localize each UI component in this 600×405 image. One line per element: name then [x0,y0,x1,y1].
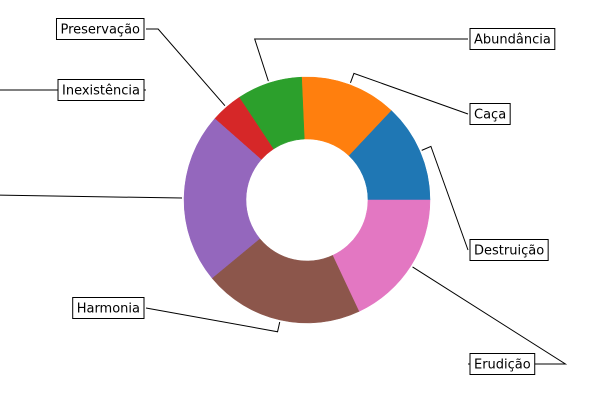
label-box-erudicao [469,353,536,375]
label-harmonia: Harmonia [77,302,140,317]
connector-erudicao [412,266,568,365]
slices-group [183,76,431,324]
label-abundancia: Abundância [474,33,551,48]
label-inexistencia: Inexistência [62,84,140,99]
label-preservacao: Preservação [60,23,140,38]
slice-harmonia [211,238,360,324]
connector-inexistencia [0,89,183,199]
label-box-preservacao [55,18,145,40]
label-erudicao: Erudição [474,358,531,373]
connector-caca [349,72,469,115]
label-box-inexistencia [57,79,145,101]
label-destruicao: Destruição [474,244,544,259]
connector-abundancia [253,38,468,82]
slice-inexistencia [183,118,262,279]
label-caca: Caça [474,108,506,123]
slice-erudicao [332,199,431,312]
label-box-caca [469,103,511,125]
annotations-group: Destruição Caça Abundância Preservação Inexi… [0,18,568,375]
connector-preservacao [146,28,226,107]
label-box-destruicao [469,239,549,261]
label-box-harmonia [72,297,145,319]
label-box-abundancia [469,28,556,50]
connector-harmonia [145,307,281,333]
connector-destruicao [421,145,469,251]
